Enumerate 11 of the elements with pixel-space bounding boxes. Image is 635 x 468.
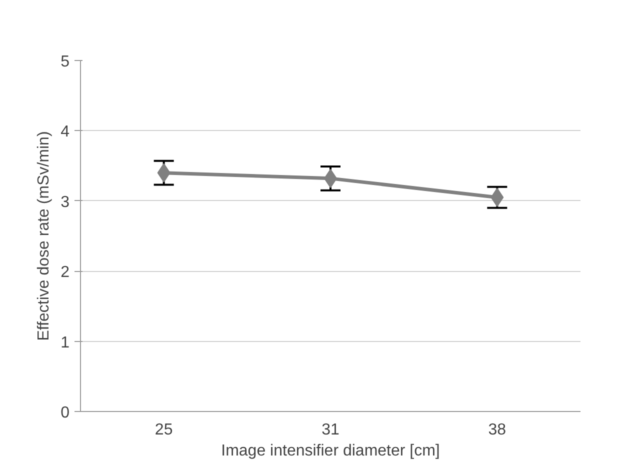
y-tick-label: 2 [60,264,70,282]
y-tick-label: 1 [60,334,70,352]
x-tick-label: 31 [322,422,340,438]
y-tick-label: 4 [60,124,70,141]
y-tick-label: 5 [60,54,70,70]
x-tick-label: 38 [488,422,506,438]
y-tick-label: 0 [60,404,70,422]
x-axis-title: Image intensifier diameter [cm] [221,442,440,460]
x-tick-label: 25 [154,422,173,438]
y-axis-title: Effective dose rate (mSv/min) [36,131,53,341]
y-tick-label: 3 [60,194,70,211]
